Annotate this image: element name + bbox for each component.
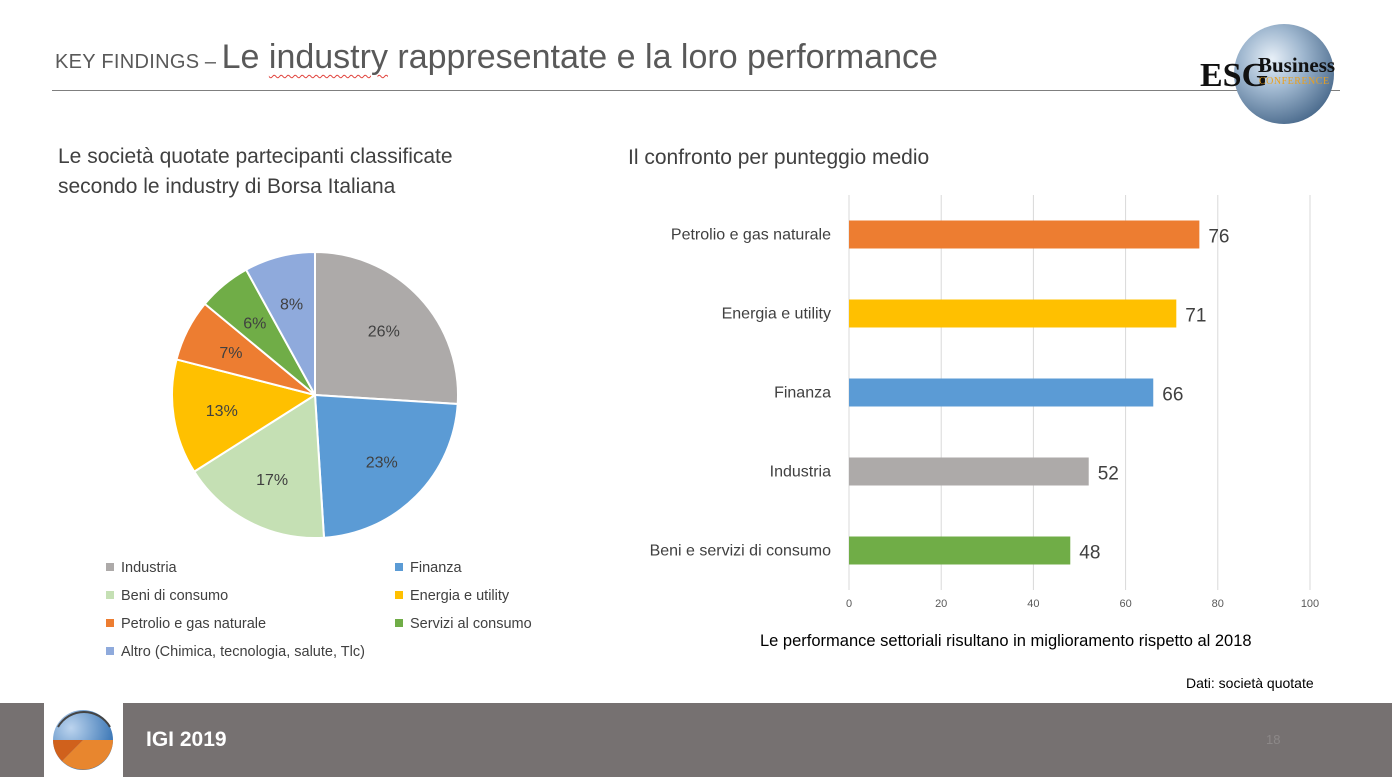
x-tick-label: 100	[1301, 598, 1319, 610]
bar	[849, 299, 1177, 328]
bar-data-label: 52	[1098, 464, 1119, 485]
pie-data-label: 13%	[206, 403, 238, 420]
category-label: Industria	[770, 464, 831, 481]
title-rest: rappresentate e la loro performance	[387, 38, 938, 76]
bar-data-label: 66	[1162, 385, 1183, 406]
header-divider	[52, 90, 1340, 91]
logo-conference-text: CONFERENCE	[1259, 76, 1330, 87]
footer-bar	[0, 703, 1392, 777]
pie-slice	[313, 393, 459, 539]
legend-swatch	[106, 591, 114, 599]
legend-label: Servizi al consumo	[410, 616, 532, 632]
category-label: Petrolio e gas naturale	[671, 227, 831, 244]
legend-label: Energia e utility	[410, 588, 510, 604]
legend-swatch	[395, 591, 403, 599]
pie-slice	[171, 358, 318, 474]
footer-sphere-logo	[53, 710, 113, 770]
category-label: Energia e utility	[722, 306, 831, 323]
esg-business-conference-logo: ESG Business CONFERENCE	[1200, 24, 1335, 124]
bar-chart: 0 20 40 60 80 100 Petrolio e gas naturale 76 Ene…	[650, 195, 1319, 610]
legend-item: Altro (Chimica, tecnologia, salute, Tlc)	[106, 644, 365, 660]
pie-chart-title-line-1: Le società quotate partecipanti classifi…	[58, 145, 453, 168]
x-tick-label: 40	[1027, 598, 1039, 610]
legend-swatch	[106, 619, 114, 627]
logo-esg-text: ESG	[1200, 57, 1268, 94]
bar-chart-note: Le performance settoriali risultano in m…	[760, 632, 1252, 650]
bar-chart-title: Il confronto per punteggio medio	[628, 146, 930, 169]
legend-swatch	[106, 563, 114, 571]
pie-slice	[314, 250, 459, 406]
pie-chart-title-line-2: secondo le industry di Borsa Italiana	[58, 175, 396, 198]
pie-chart-title: Le società quotate partecipanti classifi…	[58, 142, 453, 202]
bar-data-label: 48	[1079, 543, 1100, 564]
pie-data-label: 17%	[256, 472, 288, 489]
x-tick-label: 20	[935, 598, 947, 610]
title-word-industry: industry	[268, 38, 388, 76]
pie-data-label: 8%	[280, 297, 303, 314]
legend-item: Beni di consumo	[106, 588, 228, 604]
source-note: Dati: società quotate	[1186, 675, 1314, 691]
bar	[849, 378, 1154, 407]
legend-label: Beni di consumo	[121, 588, 229, 604]
legend-label: Altro (Chimica, tecnologia, salute, Tlc)	[121, 644, 365, 660]
sphere-dark-orange-segment-icon	[53, 740, 83, 761]
page-number: 18	[1266, 732, 1281, 747]
category-label: Beni e servizi di consumo	[650, 543, 832, 560]
sphere-orange-segment-icon	[62, 740, 113, 770]
bar	[849, 457, 1089, 486]
bar	[849, 536, 1071, 565]
legend-item: Servizi al consumo	[395, 616, 532, 632]
title-dash: –	[199, 51, 222, 73]
pie-data-label: 6%	[243, 315, 266, 332]
bar-data-label: 76	[1208, 227, 1229, 248]
pie-data-label: 7%	[219, 345, 242, 362]
footer-label: IGI 2019	[146, 728, 227, 751]
pie-data-label: 23%	[366, 455, 398, 472]
bar	[849, 220, 1200, 249]
legend-item: Finanza	[395, 560, 462, 576]
legend-label: Petrolio e gas naturale	[121, 616, 267, 632]
legend-item: Petrolio e gas naturale	[106, 616, 266, 632]
pie-slice	[244, 250, 316, 396]
bar-data-label: 71	[1185, 306, 1206, 327]
pie-slice	[192, 393, 326, 539]
legend-item: Energia e utility	[395, 588, 509, 604]
title-word-1: Le	[221, 38, 269, 76]
legend-label: Finanza	[410, 560, 462, 576]
pie-data-label: 26%	[368, 323, 400, 340]
title-prefix: KEY FINDINGS	[55, 51, 200, 73]
x-tick-label: 80	[1212, 598, 1224, 610]
legend-swatch	[106, 647, 114, 655]
x-tick-label: 0	[846, 598, 852, 610]
slide-title: KEY FINDINGS – Le industry rappresentate…	[55, 38, 938, 77]
legend-label: Industria	[121, 560, 177, 576]
x-tick-label: 60	[1119, 598, 1131, 610]
legend-swatch	[395, 563, 403, 571]
legend-swatch	[395, 619, 403, 627]
category-label: Finanza	[774, 385, 831, 402]
logo-business-text: Business	[1258, 53, 1335, 77]
globe-icon	[1234, 24, 1334, 124]
pie-chart: 26% 23% 17% 13% 7%6% 8%	[171, 250, 459, 539]
legend-item: Industria	[106, 560, 177, 576]
sphere-arc-icon	[57, 710, 111, 728]
footer-logo-box	[44, 703, 123, 777]
